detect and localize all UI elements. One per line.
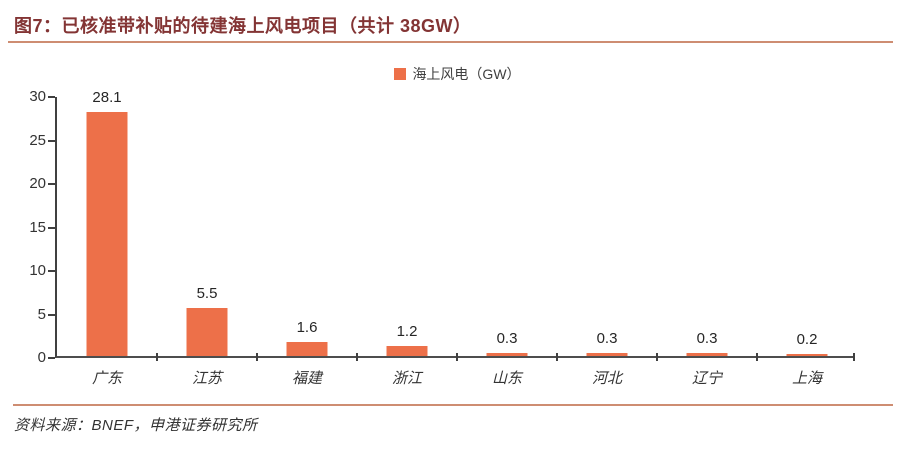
y-tick-mark	[48, 270, 55, 272]
bar-group: 0.3 河北	[557, 97, 658, 387]
x-axis-label: 江苏	[191, 370, 223, 387]
x-axis-label: 辽宁	[691, 370, 723, 387]
legend-swatch-icon	[394, 68, 407, 80]
legend: 海上风电（GW）	[0, 64, 915, 84]
bar-value-label: 0.3	[596, 330, 618, 348]
y-tick-mark	[48, 183, 55, 185]
bar-value-label: 28.1	[92, 88, 122, 106]
bar	[386, 345, 428, 356]
y-tick-label: 30	[29, 88, 46, 105]
bar-group: 0.3 辽宁	[657, 97, 758, 387]
bar	[786, 354, 828, 356]
x-axis-label: 山东	[491, 370, 523, 387]
y-tick-label: 25	[29, 131, 46, 149]
bar-value-label: 0.3	[696, 330, 718, 348]
y-tick-label: 5	[37, 305, 46, 323]
bar-value-label: 1.2	[396, 322, 418, 340]
bar	[486, 353, 528, 356]
bar	[586, 353, 628, 356]
bar-group: 1.2 浙江	[357, 97, 458, 387]
x-axis-label: 上海	[791, 370, 823, 387]
title-divider	[8, 41, 893, 43]
y-tick-mark	[48, 96, 55, 98]
bar-group: 28.1 广东	[57, 89, 158, 387]
bar-value-label: 0.2	[796, 331, 818, 348]
y-tick-label: 20	[29, 175, 46, 192]
y-tick-mark	[48, 139, 55, 142]
bar-group: 1.6 福建	[257, 97, 358, 387]
bar-value-label: 0.3	[496, 330, 518, 348]
y-tick-mark	[48, 357, 55, 359]
x-axis-label: 浙江	[391, 370, 423, 387]
y-tick-mark	[48, 313, 55, 316]
bar	[686, 353, 728, 356]
plot-area: 28.1 广东 5.5 江苏 1.6 福建 1.2 浙江 0.3 山东 0.3 河北 0.3 辽宁 0.2 上…	[55, 89, 857, 387]
y-tick-label: 15	[29, 218, 46, 236]
figure-title: 图7：已核准带补贴的待建海上风电项目（共计 38GW）	[14, 16, 472, 36]
bar-group: 0.2 上海	[757, 97, 857, 387]
bar	[186, 308, 228, 356]
bar-value-label: 1.6	[296, 319, 318, 337]
footer-divider	[13, 404, 893, 406]
y-tick-mark	[48, 226, 55, 229]
bar	[86, 111, 128, 356]
legend-label: 海上风电（GW）	[412, 66, 521, 82]
source-note: 资料来源：BNEF，申港证券研究所	[14, 417, 258, 434]
bar-value-label: 5.5	[196, 285, 218, 303]
x-axis-label: 广东	[91, 370, 123, 387]
bar-group: 5.5 江苏	[157, 97, 258, 387]
x-axis-label: 河北	[591, 370, 623, 387]
bar	[286, 342, 328, 356]
y-tick-label: 0	[37, 349, 46, 366]
y-tick-label: 10	[29, 262, 46, 279]
x-axis-label: 福建	[291, 370, 323, 387]
bar-group: 0.3 山东	[457, 97, 558, 387]
